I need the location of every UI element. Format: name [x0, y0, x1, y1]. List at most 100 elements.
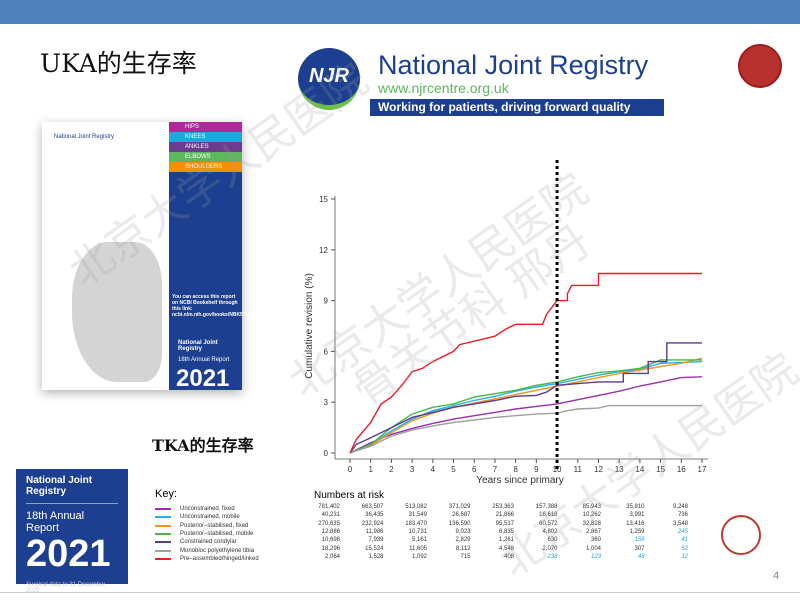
x-tick-label: 7: [493, 465, 498, 474]
legend-item: Posterior–stabilised, mobile: [155, 531, 253, 537]
legend-item: Unconstrained, fixed: [155, 506, 235, 512]
legend-title: Key:: [155, 488, 178, 500]
legend-swatch: [155, 532, 171, 535]
x-tick-label: 9: [534, 465, 539, 474]
njr-tagline: Working for patients, driving forward qu…: [370, 99, 664, 116]
njr-name: National Joint Registry: [378, 50, 649, 80]
risk-cell: 360: [590, 537, 601, 544]
report-cover: National Joint Registry HIPS KNEES ANKLE…: [42, 122, 257, 392]
y-tick-label: 3: [324, 398, 329, 407]
x-tick-label: 16: [677, 465, 686, 474]
risk-cell: 5,161: [411, 537, 427, 544]
risk-cell: 1,261: [498, 537, 514, 544]
report-note: Surgical data to 31 December 2020: [26, 582, 106, 594]
risk-cell: 1,528: [368, 553, 384, 560]
legend-label: Unconstrained, fixed: [180, 506, 235, 512]
y-tick-label: 9: [324, 297, 329, 306]
risk-cell: 15,524: [365, 545, 384, 552]
legend-swatch: [155, 557, 171, 560]
legend-label: Monobloc polyethylene tibia: [180, 547, 255, 554]
risk-cell: 663,507: [361, 504, 384, 510]
cover-tab-shoulders: SHOULDERS: [169, 162, 242, 172]
university-seal-icon: [738, 44, 782, 88]
risk-cell: 60,572: [539, 520, 558, 527]
risk-cell: 513,082: [405, 504, 427, 510]
risk-cell: 630: [547, 537, 558, 544]
risk-cell: 238: [547, 553, 558, 560]
risk-cell: 123: [590, 553, 601, 560]
risk-cell: 12: [681, 553, 688, 560]
series-line-6: [349, 272, 702, 454]
slide-subtitle: TKA的生存率: [152, 436, 254, 455]
cover-tab-hips: HIPS: [169, 122, 242, 132]
legend-label: Unconstrained, mobile: [180, 514, 240, 521]
legend-item: Posterior–stabilised, fixed: [155, 523, 248, 529]
risk-cell: 10,731: [408, 528, 427, 535]
legend-swatch: [155, 508, 171, 510]
x-tick-label: 13: [615, 465, 624, 474]
risk-cell: 371,029: [448, 504, 471, 510]
risk-cell: 16,616: [539, 512, 558, 519]
cover-ncbi-note: You can access this report on NCBI Books…: [172, 294, 257, 318]
risk-cell: 183,470: [405, 520, 427, 527]
x-tick-label: 12: [594, 465, 603, 474]
legend-item: Constrained condylar: [155, 539, 237, 545]
uk-map-image: [72, 242, 162, 382]
risk-cell: 408: [503, 553, 514, 560]
cover-year: 2021: [176, 365, 230, 392]
risk-cell: 2,829: [455, 537, 471, 544]
risk-cell: 253,363: [492, 504, 514, 510]
legend-label: Constrained condylar: [180, 539, 237, 546]
report-edition: 18th Annual Report: [26, 510, 85, 534]
risk-cell: 10,698: [321, 537, 340, 544]
x-tick-label: 1: [368, 465, 373, 474]
risk-cell: 4,548: [498, 545, 514, 552]
risk-cell: 8,112: [455, 545, 471, 552]
y-tick-label: 6: [324, 347, 329, 356]
x-axis-label: Years since primary: [476, 475, 563, 486]
risk-cell: 2,070: [542, 545, 558, 552]
risk-cell: 32,828: [582, 520, 601, 527]
y-tick-label: 15: [319, 195, 328, 204]
risk-cell: 136,590: [448, 520, 471, 527]
y-tick-label: 12: [319, 246, 328, 255]
risk-cell: 36,435: [365, 512, 384, 519]
report-year: 2021: [26, 533, 111, 575]
risk-cell: 48: [637, 553, 645, 560]
page-number: 4: [773, 570, 780, 582]
legend-item: Pre–assembled/hinged/linked: [155, 556, 259, 562]
series-line-5: [349, 404, 702, 454]
risk-cell: 9,023: [455, 528, 471, 535]
risk-cell: 26,687: [452, 512, 471, 519]
risk-cell: 18,296: [321, 545, 340, 552]
risk-cell: 3,548: [672, 520, 688, 527]
risk-cell: 7,939: [368, 537, 384, 544]
risk-cell: 21,866: [495, 512, 514, 519]
risk-cell: 715: [460, 553, 471, 560]
risk-cell: 11,986: [365, 528, 384, 535]
cover-tab-ankles: ANKLES: [169, 142, 242, 152]
risk-cell: 35,810: [626, 504, 645, 510]
risk-cell: 232,924: [361, 520, 384, 527]
y-axis-label: Cumulative revision (%): [304, 273, 315, 379]
series-line-1: [349, 360, 703, 454]
risk-cell: 3,991: [629, 512, 645, 519]
legend-swatch: [155, 549, 171, 552]
legend-swatch: [155, 541, 171, 544]
x-tick-label: 14: [635, 465, 644, 474]
njr-banner: NJR National Joint Registry www.njrcentr…: [298, 48, 668, 118]
x-tick-label: 17: [698, 465, 707, 474]
risk-cell: 85,943: [582, 504, 601, 510]
njr-url: www.njrcentre.org.uk: [378, 80, 509, 96]
legend-label: Pre–assembled/hinged/linked: [180, 555, 259, 562]
report-registry: National Joint Registry: [26, 475, 118, 504]
x-tick-label: 10: [553, 465, 562, 474]
risk-cell: 307: [634, 545, 645, 552]
series-line-0: [349, 376, 703, 454]
risk-cell: 781,402: [318, 504, 340, 510]
cover-tab-knees: KNEES: [169, 132, 242, 142]
risk-cell: 13,416: [626, 520, 645, 527]
top-bar: [0, 0, 800, 24]
report-box: National Joint Registry 18th Annual Repo…: [16, 469, 128, 594]
risk-cell: 1,004: [585, 545, 601, 552]
